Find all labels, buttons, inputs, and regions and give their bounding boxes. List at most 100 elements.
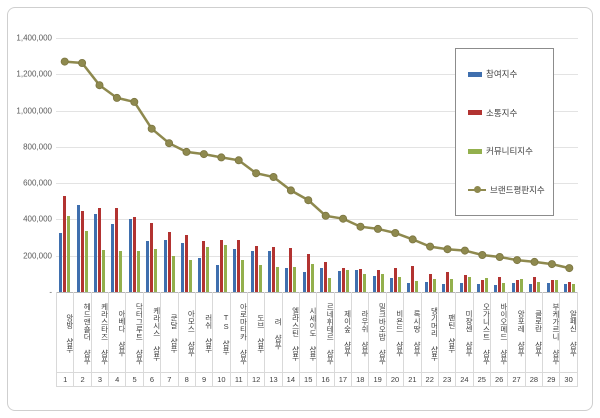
소통지수-bar: [550, 280, 554, 292]
참여지수-bar: [407, 282, 411, 292]
legend-line-dot: [474, 186, 481, 194]
reputation-line-marker: [321, 211, 330, 220]
category-cell: 닥터그루트 샴푸 5: [126, 292, 144, 386]
bar-group: [404, 38, 421, 292]
category-label: 시세이도 샴푸: [308, 306, 317, 361]
커뮤니티지수-bar: [380, 273, 384, 292]
bar-group: [422, 38, 439, 292]
legend-swatch-icon: [468, 110, 482, 116]
category-cell: 미쟝센 샴푸 24: [456, 292, 474, 386]
소통지수-bar: [272, 247, 276, 292]
y-tick-label: 1,200,000: [16, 69, 52, 79]
y-tick-label: 200,000: [23, 251, 52, 261]
y-axis: 1,400,000 1,200,000 1,000,000 800,000 600,00…: [8, 34, 52, 297]
legend-item: 소통지수: [468, 107, 553, 119]
커뮤니티지수-bar: [328, 277, 332, 292]
legend-swatch-icon: [468, 71, 482, 77]
category-rank: 29: [543, 372, 560, 386]
소통지수-bar: [341, 268, 345, 292]
category-cell: 바이오메드 샴푸 26: [490, 292, 509, 386]
커뮤니티지수-bar: [450, 278, 454, 292]
reputation-line-marker: [95, 81, 104, 90]
chart-frame: 1,400,000 1,200,000 1,000,000 800,000 600,00…: [7, 7, 593, 411]
bar-series-container: [56, 38, 578, 292]
category-label: 쿤달 샴푸: [169, 314, 178, 353]
커뮤니티지수-bar: [136, 251, 140, 292]
category-rank: 8: [178, 372, 195, 386]
category-cell: 알페신 샴푸 30: [560, 292, 578, 386]
소통지수-bar: [428, 273, 432, 292]
소통지수-bar: [480, 279, 484, 292]
bar-group: [247, 38, 264, 292]
category-rank: 20: [386, 372, 404, 386]
커뮤니티지수-bar: [519, 278, 523, 292]
category-label: 팬틴 샴푸: [447, 314, 456, 353]
소통지수-bar: [289, 247, 293, 292]
커뮤니티지수-bar: [484, 277, 488, 292]
legend-label: 커뮤니티지수: [486, 146, 533, 157]
소통지수-bar: [132, 216, 136, 292]
y-tick-label: 1,000,000: [16, 106, 52, 116]
category-label: 러쉬 샴푸: [204, 314, 213, 353]
category-label: 앙포레 샴푸: [516, 310, 525, 357]
참여지수-bar: [511, 282, 515, 292]
bar-group: [491, 38, 508, 292]
reputation-line-marker: [147, 124, 156, 133]
참여지수-bar: [250, 251, 254, 292]
y-tick-label: 800,000: [23, 142, 52, 152]
소통지수-bar: [306, 253, 310, 292]
bar-group: [543, 38, 560, 292]
bar-group: [108, 38, 125, 292]
legend-swatch-icon: [468, 148, 482, 154]
참여지수-bar: [146, 241, 150, 292]
bar-group: [178, 38, 195, 292]
category-rank: 14: [282, 372, 300, 386]
reputation-line-marker: [391, 228, 400, 237]
category-label: 록시땅 샴푸: [412, 310, 421, 357]
y-tick-label: 1,400,000: [16, 33, 52, 43]
소통지수-bar: [411, 265, 415, 292]
category-axis: 앙방 샴푸 1 헤드앤숄더 샴푸 2 케라스타즈 샴푸 3 아베다 샴푸 4 닥터그루트 샴푸 5…: [56, 292, 578, 387]
소통지수-bar: [393, 268, 397, 292]
bar-group: [561, 38, 578, 292]
소통지수-bar: [167, 232, 171, 292]
reputation-line-marker: [130, 97, 139, 106]
reputation-line-marker: [234, 156, 243, 165]
소통지수-bar: [63, 195, 67, 292]
커뮤니티지수-bar: [67, 215, 71, 292]
참여지수-bar: [59, 233, 63, 292]
category-cell: 헤드앤숄더 샴푸 2: [74, 292, 92, 386]
bar-group: [195, 38, 212, 292]
bar-group: [474, 38, 491, 292]
bar-group: [439, 38, 456, 292]
category-cell: 클로란 샴푸 28: [525, 292, 544, 386]
소통지수-bar: [376, 269, 380, 292]
category-rank: 21: [404, 372, 421, 386]
legend-item: 커뮤니티지수: [468, 145, 553, 157]
category-rank: 18: [352, 372, 369, 386]
category-cell: 오가니스트 샴푸 25: [473, 292, 491, 386]
참여지수-bar: [181, 243, 185, 292]
category-cell: 려 샴푸 13: [265, 292, 283, 386]
reputation-line-marker: [356, 222, 365, 231]
커뮤니티지수-bar: [554, 279, 558, 292]
커뮤니티지수-bar: [467, 276, 471, 292]
소통지수-bar: [219, 240, 223, 292]
소통지수-bar: [150, 223, 154, 292]
gridline: [56, 255, 578, 257]
reputation-line-marker: [443, 245, 452, 254]
커뮤니티지수-bar: [223, 244, 227, 292]
소통지수-bar: [498, 276, 502, 292]
category-label: 알페신 샴푸: [568, 310, 577, 357]
category-label: 르네휘테르 샴푸: [325, 302, 334, 365]
reputation-line-marker: [426, 242, 435, 251]
category-cell: 라우쉬 샴푸 18: [352, 292, 370, 386]
커뮤니티지수-bar: [258, 264, 262, 292]
reputation-line-marker: [78, 58, 87, 67]
reputation-line-marker: [182, 147, 191, 156]
소통지수-bar: [185, 234, 189, 292]
category-label: 제이숲 샴푸: [343, 310, 352, 357]
category-label: 헤드앤숄더 샴푸: [82, 302, 91, 365]
category-cell: 도브 샴푸 12: [247, 292, 266, 386]
category-label: 밀크바오밥 샴푸: [377, 302, 386, 365]
